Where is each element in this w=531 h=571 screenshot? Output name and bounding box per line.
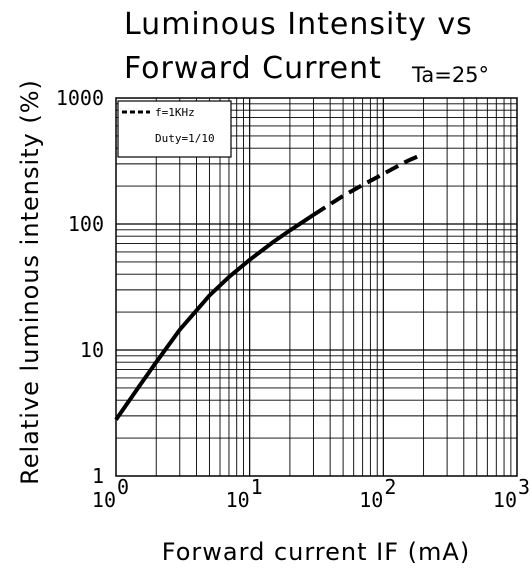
series-line-dashed bbox=[312, 152, 425, 217]
x-axis-label: Forward current IF (mA) bbox=[162, 538, 470, 566]
y-tick-label: 10 bbox=[80, 338, 104, 362]
legend-duty-label: Duty=1/10 bbox=[155, 132, 215, 145]
x-tick-exponent: 0 bbox=[117, 475, 129, 499]
x-tick-label: 103 bbox=[493, 475, 530, 512]
y-tick-label: 1 bbox=[92, 464, 104, 488]
grid bbox=[116, 98, 517, 476]
series-layer bbox=[114, 152, 425, 421]
plot-frame bbox=[115, 97, 518, 477]
x-tick-base: 10 bbox=[359, 488, 383, 512]
legend-frequency-label: f=1KHz bbox=[155, 106, 195, 119]
x-tick-label: 100 bbox=[92, 475, 129, 512]
x-tick-exponent: 2 bbox=[384, 475, 396, 499]
y-tick-labels: 1 10 100 1000 bbox=[56, 86, 104, 488]
x-tick-label: 101 bbox=[226, 475, 263, 512]
y-tick-label: 1000 bbox=[56, 86, 104, 110]
legend: f=1KHz Duty=1/10 bbox=[117, 100, 232, 158]
x-tick-base: 10 bbox=[226, 488, 250, 512]
chart-title-line2: Forward Current bbox=[124, 51, 382, 86]
x-tick-exponent: 3 bbox=[518, 475, 530, 499]
y-tick-label: 100 bbox=[68, 212, 104, 236]
x-tick-base: 10 bbox=[92, 488, 116, 512]
x-tick-base: 10 bbox=[493, 488, 517, 512]
series-line-solid bbox=[114, 213, 315, 421]
x-tick-label: 102 bbox=[359, 475, 396, 512]
x-tick-exponent: 1 bbox=[251, 475, 263, 499]
y-axis-label: Relative luminous intensity (%) bbox=[16, 79, 44, 485]
legend-box bbox=[117, 100, 232, 158]
ambient-temperature-label: Ta=25° bbox=[411, 63, 489, 87]
chart-title-line1: Luminous Intensity vs bbox=[124, 7, 473, 42]
